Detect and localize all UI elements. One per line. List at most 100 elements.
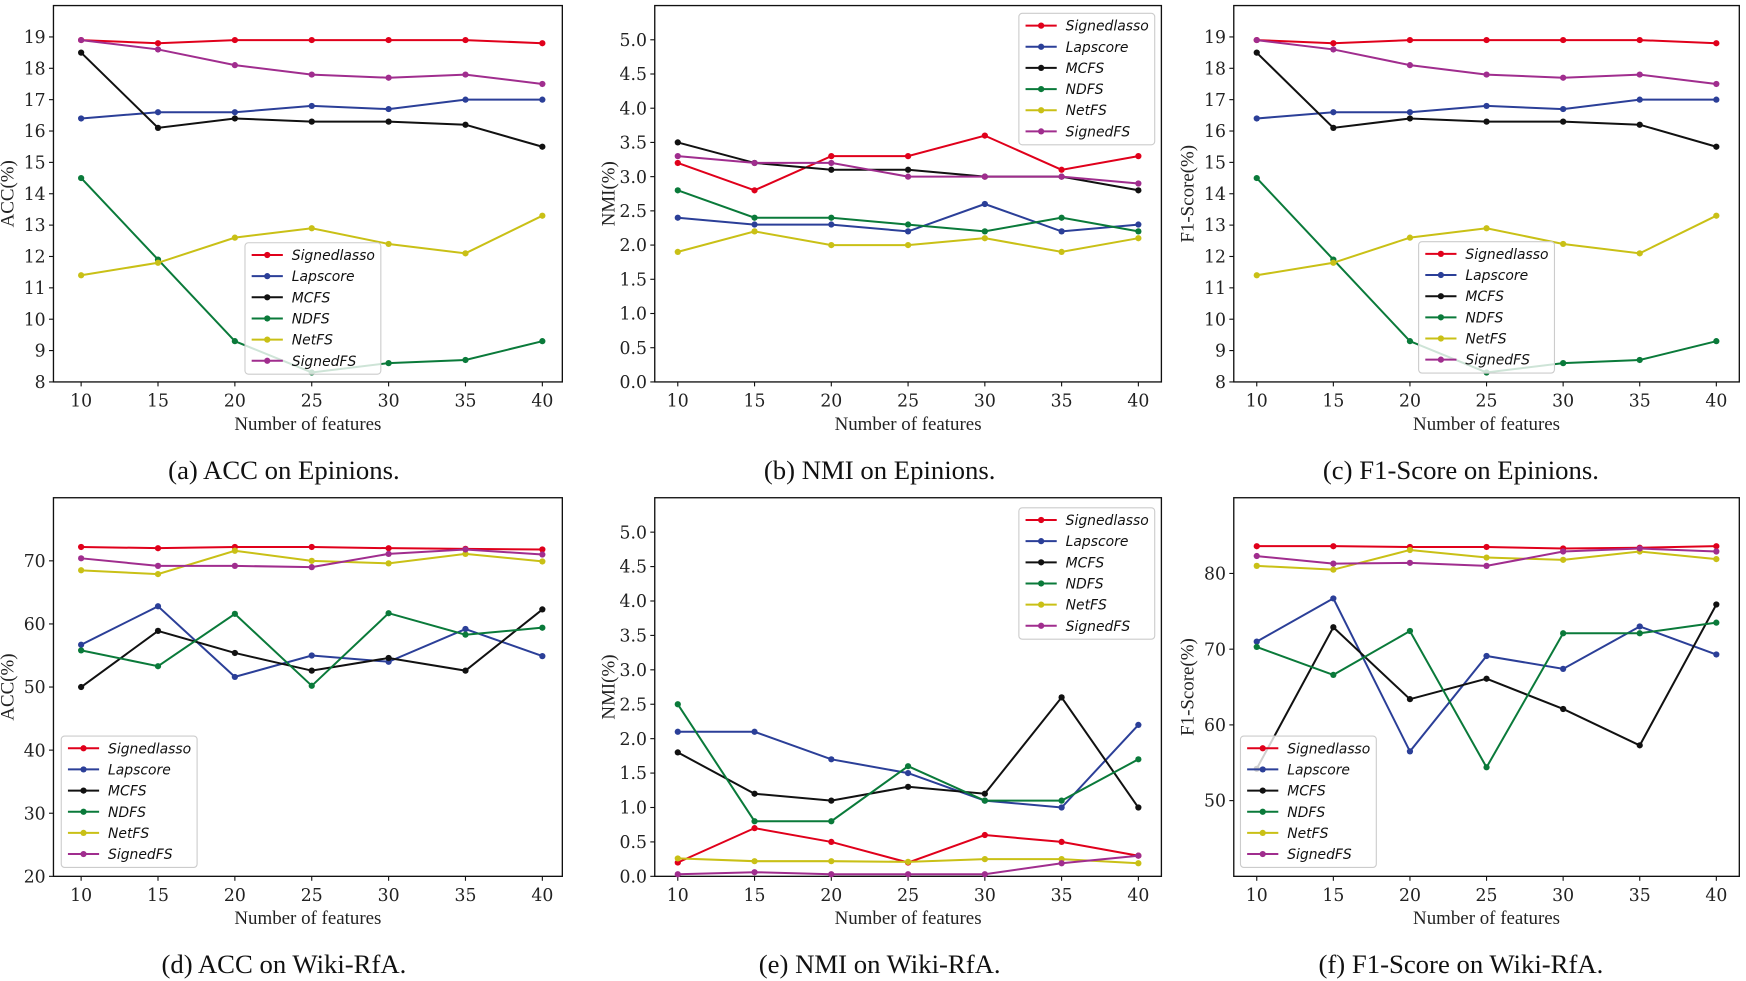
legend-marker xyxy=(1038,601,1045,608)
data-point xyxy=(1253,562,1260,570)
data-point xyxy=(462,36,469,44)
data-point xyxy=(1253,49,1260,56)
data-point xyxy=(539,212,546,219)
data-point xyxy=(1636,630,1643,637)
y-tick-label: 11 xyxy=(24,279,46,299)
data-point xyxy=(462,625,469,633)
x-axis-label: Number of features xyxy=(234,414,381,435)
data-point xyxy=(539,652,546,660)
data-point xyxy=(1058,797,1065,804)
legend-label: Lapscore xyxy=(1066,40,1129,56)
series-netfs xyxy=(674,228,1142,256)
legend-marker xyxy=(80,808,87,815)
y-tick-label: 8 xyxy=(35,373,46,393)
x-tick-label: 15 xyxy=(744,391,766,411)
data-point xyxy=(78,555,85,562)
x-tick-label: 40 xyxy=(1127,886,1149,906)
x-tick-label: 40 xyxy=(1705,886,1727,906)
x-tick-label: 25 xyxy=(301,391,323,411)
y-tick-label: 19 xyxy=(24,28,46,48)
series-lapscore xyxy=(674,721,1142,811)
data-point xyxy=(1058,166,1065,173)
legend-label: NetFS xyxy=(1465,332,1506,348)
legend-label: SignedFS xyxy=(108,847,173,863)
legend-item: NetFS xyxy=(1025,598,1107,614)
x-tick-label: 35 xyxy=(1051,886,1073,906)
legend-item: Lapscore xyxy=(1247,762,1350,778)
data-point xyxy=(1560,118,1567,125)
legend-marker xyxy=(264,336,271,343)
data-point xyxy=(1560,74,1567,81)
y-tick-label: 20 xyxy=(24,867,46,887)
x-tick-label: 15 xyxy=(1322,886,1344,906)
x-axis-label: Number of features xyxy=(835,414,982,435)
legend-item: Lapscore xyxy=(1425,268,1528,284)
legend-marker xyxy=(1259,745,1266,752)
data-point xyxy=(981,132,988,139)
series-netfs xyxy=(78,547,546,578)
series-netfs xyxy=(1253,212,1720,279)
data-point xyxy=(1636,742,1643,749)
data-point xyxy=(904,241,912,249)
legend-item: MCFS xyxy=(67,784,147,800)
y-tick-label: 1.0 xyxy=(620,799,647,819)
chart-caption: (b) NMI on Epinions. xyxy=(764,455,996,485)
legend-label: Signedlasso xyxy=(1465,247,1548,263)
data-point xyxy=(385,36,392,44)
chart-panel-6: 50 60 70 80 10 15 20 25 30 35 40 Number of features… xyxy=(1178,497,1740,979)
data-point xyxy=(1713,601,1720,608)
data-point xyxy=(981,228,988,235)
data-point xyxy=(674,855,681,862)
data-point xyxy=(1330,40,1337,47)
y-tick-label: 0.5 xyxy=(620,833,647,853)
legend-marker xyxy=(264,315,271,322)
data-point xyxy=(1713,555,1720,563)
data-point xyxy=(1135,804,1142,811)
x-tick-label: 10 xyxy=(667,886,689,906)
data-point xyxy=(674,701,681,708)
data-point xyxy=(751,214,758,221)
data-point xyxy=(154,40,162,47)
legend-label: NDFS xyxy=(108,805,146,821)
y-tick-label: 50 xyxy=(24,678,46,698)
legend-item: NetFS xyxy=(1247,826,1329,842)
legend-item: MCFS xyxy=(251,290,330,306)
legend-item: SignedFS xyxy=(67,847,173,863)
data-point xyxy=(1135,180,1142,187)
legend-marker xyxy=(264,251,271,259)
data-point xyxy=(1058,694,1065,701)
legend-item: Lapscore xyxy=(67,762,171,778)
data-point xyxy=(462,96,469,103)
legend-item: Lapscore xyxy=(1025,40,1129,56)
x-tick-label: 25 xyxy=(301,886,323,906)
y-tick-label: 17 xyxy=(1204,91,1226,111)
legend-label: NetFS xyxy=(292,333,333,349)
y-tick-label: 80 xyxy=(1204,565,1226,585)
data-point xyxy=(828,858,835,865)
data-point xyxy=(751,825,758,832)
legend: Signedlasso Lapscore MCFS NDFS NetFS SignedFS xyxy=(1018,507,1156,640)
legend-marker xyxy=(1038,538,1045,545)
data-point xyxy=(539,40,546,47)
data-point xyxy=(539,143,546,150)
legend-label: NetFS xyxy=(1066,103,1107,119)
legend-item: NDFS xyxy=(251,311,330,327)
legend-marker xyxy=(1038,622,1045,629)
data-point xyxy=(231,109,238,116)
data-point xyxy=(1483,102,1490,110)
data-point xyxy=(1330,560,1337,567)
legend-item: NetFS xyxy=(1025,103,1107,119)
x-tick-label: 30 xyxy=(1552,391,1574,411)
legend-label: Lapscore xyxy=(108,762,171,778)
data-point xyxy=(751,869,758,876)
data-point xyxy=(78,683,85,691)
legend-marker xyxy=(1437,335,1445,342)
x-tick-label: 20 xyxy=(820,886,842,906)
y-tick-label: 9 xyxy=(35,342,46,362)
data-point xyxy=(154,562,162,570)
chart-caption: (a) ACC on Epinions. xyxy=(168,455,400,485)
legend-label: NetFS xyxy=(108,826,149,842)
data-point xyxy=(828,871,835,878)
y-tick-label: 10 xyxy=(24,310,46,330)
data-point xyxy=(904,166,912,173)
